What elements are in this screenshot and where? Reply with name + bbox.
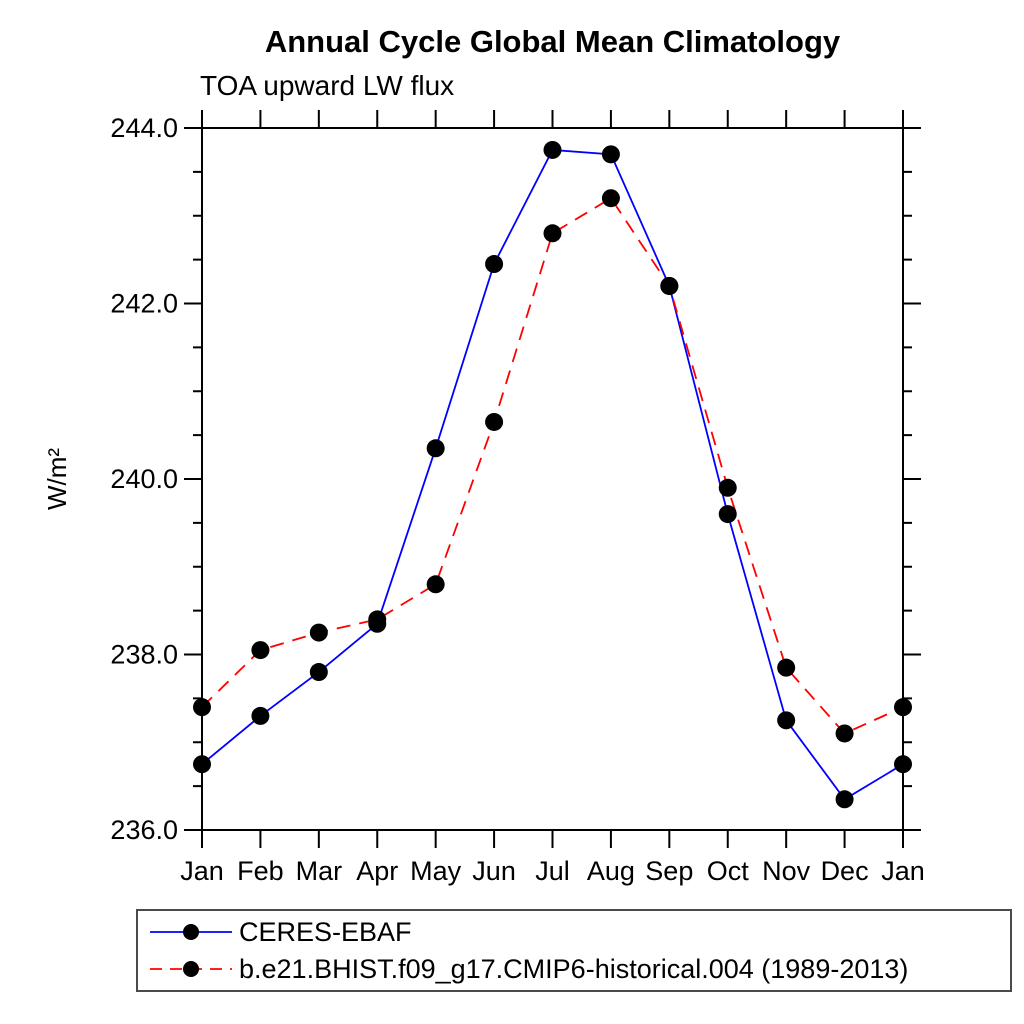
series-line-1 xyxy=(201,196,904,735)
data-point-1-Jan xyxy=(894,698,912,717)
data-point-0-Nov xyxy=(777,711,796,730)
data-point-0-Aug xyxy=(601,145,620,164)
data-point-0-Dec xyxy=(835,790,854,809)
data-point-0-Jan xyxy=(894,755,912,774)
legend-label-model: b.e21.BHIST.f09_g17.CMIP6-historical.004… xyxy=(239,953,909,984)
data-point-1-Jun xyxy=(485,412,504,431)
x-tick-label: Jul xyxy=(535,856,570,886)
x-tick-label: May xyxy=(410,856,462,886)
y-tick-label: 240.0 xyxy=(110,464,178,494)
y-axis-label: W/m² xyxy=(42,448,72,510)
data-point-1-Jul xyxy=(543,224,562,243)
chart-title: Annual Cycle Global Mean Climatology xyxy=(264,24,841,59)
y-tick-label: 236.0 xyxy=(110,815,178,845)
legend-sample-marker xyxy=(183,961,199,977)
x-tick-label: Feb xyxy=(237,856,284,886)
x-tick-label: Apr xyxy=(356,856,398,886)
chart-subtitle: TOA upward LW flux xyxy=(200,70,455,101)
data-point-1-Nov xyxy=(777,658,796,677)
y-tick-label: 244.0 xyxy=(110,113,178,143)
data-point-1-Feb xyxy=(251,641,270,660)
data-point-1-Dec xyxy=(835,724,854,743)
data-point-0-Mar xyxy=(309,663,328,682)
data-point-1-Mar xyxy=(309,623,328,642)
x-tick-label: Jan xyxy=(881,856,925,886)
data-point-0-Jan xyxy=(193,755,211,774)
x-tick-label: Jun xyxy=(472,856,516,886)
data-point-0-Jun xyxy=(485,255,504,274)
data-point-1-Sep xyxy=(660,276,679,295)
data-point-0-Jul xyxy=(543,140,562,159)
x-tick-label: Nov xyxy=(762,856,811,886)
data-point-1-Apr xyxy=(368,610,387,629)
legend-line-sample-solid xyxy=(150,924,232,940)
data-point-1-Aug xyxy=(601,189,620,208)
data-point-1-Oct xyxy=(718,478,737,497)
data-point-1-May xyxy=(426,575,445,594)
data-point-0-Feb xyxy=(251,706,270,725)
x-tick-label: Sep xyxy=(645,856,693,886)
data-point-0-May xyxy=(426,439,445,458)
legend-item-model: b.e21.BHIST.f09_g17.CMIP6-historical.004… xyxy=(148,951,1010,988)
legend: CERES-EBAF b.e21.BHIST.f09_g17.CMIP6-his… xyxy=(136,909,1012,992)
x-tick-label: Mar xyxy=(296,856,343,886)
y-tick-label: 238.0 xyxy=(110,640,178,670)
x-tick-label: Oct xyxy=(707,856,750,886)
x-tick-label: Dec xyxy=(821,856,869,886)
x-tick-label: Jan xyxy=(180,856,224,886)
legend-label-ceres: CERES-EBAF xyxy=(239,916,412,947)
y-tick-label: 242.0 xyxy=(110,289,178,319)
data-point-1-Jan xyxy=(193,698,211,717)
x-tick-label: Aug xyxy=(587,856,635,886)
legend-line-sample-dashed xyxy=(150,961,232,977)
series-line-0 xyxy=(201,148,904,801)
data-point-0-Oct xyxy=(718,505,737,524)
legend-sample-marker xyxy=(183,924,199,940)
legend-item-ceres: CERES-EBAF xyxy=(148,914,1010,951)
